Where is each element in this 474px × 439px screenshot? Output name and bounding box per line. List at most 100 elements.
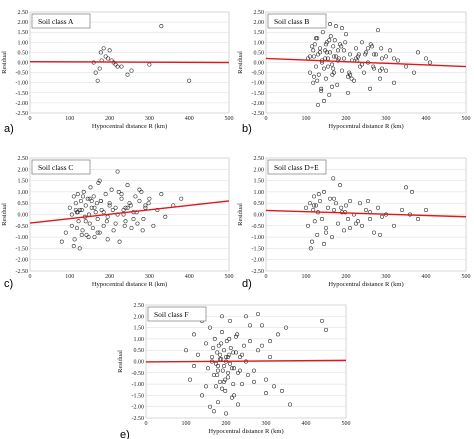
- x-tick-label: 100: [302, 274, 311, 280]
- data-point: [226, 375, 230, 380]
- data-point: [192, 364, 196, 368]
- data-point: [210, 355, 214, 359]
- data-point: [306, 223, 310, 228]
- data-point: [69, 223, 74, 228]
- data-point: [75, 192, 80, 197]
- data-point: [135, 221, 140, 226]
- x-tick-label: 500: [225, 116, 234, 122]
- data-point: [196, 352, 200, 357]
- data-point: [143, 203, 148, 208]
- data-point: [428, 60, 432, 65]
- data-point: [314, 36, 318, 41]
- data-point: [110, 208, 115, 212]
- x-tick-label: 200: [222, 421, 231, 427]
- data-point: [316, 72, 321, 77]
- data-point: [368, 86, 372, 91]
- panel-d: -2.50 -2.00 -1.50 -1.00 -0.50 0.00 0.50 1.00 1.5…: [237, 156, 471, 290]
- data-point: [379, 46, 384, 51]
- data-point: [349, 76, 354, 81]
- data-point: [97, 178, 102, 183]
- data-point: [314, 203, 318, 208]
- y-tick-label: -2.50: [252, 269, 265, 275]
- data-point: [332, 38, 337, 43]
- data-point: [208, 325, 212, 330]
- x-tick-label: 100: [182, 421, 191, 427]
- data-point: [344, 203, 348, 208]
- trend-line: [145, 359, 347, 363]
- data-point: [268, 339, 272, 344]
- data-point: [336, 221, 340, 226]
- data-point: [356, 219, 360, 224]
- data-point: [312, 194, 316, 199]
- x-tick-label: 0: [265, 116, 268, 122]
- data-point: [410, 189, 414, 194]
- x-tick-label: 200: [342, 274, 351, 280]
- data-point: [343, 40, 348, 45]
- data-point: [260, 323, 264, 328]
- data-point: [252, 379, 256, 384]
- data-point: [322, 66, 326, 71]
- data-point: [384, 68, 388, 73]
- x-tick-label: 500: [462, 274, 471, 280]
- data-point: [220, 330, 224, 335]
- data-point: [336, 48, 340, 53]
- y-axis-label: Residual: [237, 51, 244, 74]
- data-point: [204, 384, 208, 389]
- data-point: [163, 214, 168, 219]
- data-point: [93, 210, 98, 215]
- data-point: [96, 180, 101, 185]
- data-point: [356, 54, 360, 59]
- data-point: [252, 368, 256, 373]
- data-point: [140, 228, 145, 233]
- y-tick-label: -2.50: [16, 269, 29, 275]
- data-point: [334, 201, 338, 206]
- data-point: [392, 56, 396, 61]
- y-tick-label: -2.50: [16, 111, 29, 117]
- panel-title: Soil class C: [38, 163, 73, 172]
- data-point: [224, 355, 228, 359]
- y-tick-label: 1.50: [18, 30, 29, 36]
- y-tick-label: 0.50: [254, 201, 265, 207]
- data-point: [129, 68, 134, 73]
- data-point: [256, 348, 260, 353]
- data-point: [63, 230, 68, 235]
- data-point: [230, 395, 234, 400]
- y-tick-label: 2.50: [254, 156, 265, 162]
- data-point: [332, 54, 336, 59]
- data-point: [362, 70, 366, 75]
- data-point: [334, 24, 338, 29]
- data-point: [331, 66, 336, 71]
- data-point: [360, 223, 364, 228]
- data-point: [324, 76, 328, 81]
- data-point: [315, 36, 320, 41]
- data-point: [318, 198, 322, 203]
- data-point: [304, 205, 308, 210]
- data-point: [83, 203, 88, 208]
- data-point: [223, 377, 228, 382]
- data-point: [125, 205, 130, 210]
- y-tick-label: 0.50: [134, 348, 145, 354]
- data-point: [372, 230, 376, 235]
- data-point: [113, 205, 118, 210]
- data-point: [98, 50, 103, 55]
- data-point: [159, 192, 164, 197]
- data-point: [86, 235, 91, 240]
- data-point: [127, 201, 132, 206]
- data-point: [328, 34, 333, 39]
- data-point: [392, 80, 396, 85]
- data-point: [424, 56, 428, 61]
- y-axis-label: Residual: [117, 350, 124, 373]
- data-point: [338, 42, 342, 47]
- data-point: [354, 221, 358, 226]
- data-point: [324, 226, 328, 231]
- data-point: [72, 237, 77, 242]
- trend-line: [265, 57, 467, 68]
- data-point: [376, 205, 380, 210]
- data-point: [216, 400, 220, 405]
- data-point: [335, 82, 340, 87]
- data-point: [95, 230, 100, 235]
- data-point: [264, 391, 268, 396]
- data-point: [404, 185, 408, 190]
- data-point: [133, 194, 138, 199]
- data-point: [214, 384, 218, 389]
